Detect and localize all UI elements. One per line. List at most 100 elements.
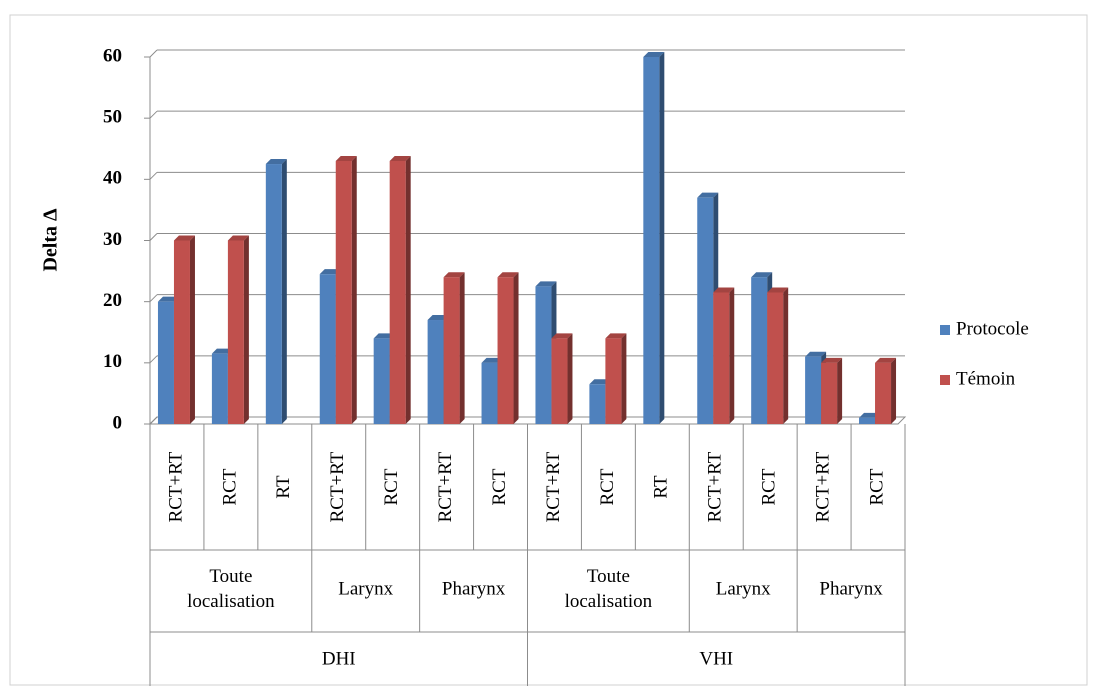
bar-top (227, 235, 249, 241)
bar (605, 338, 622, 424)
bar-top (427, 315, 449, 321)
bar (389, 160, 406, 424)
bar-top (535, 281, 557, 287)
bar-side (351, 155, 357, 424)
bar-side (891, 357, 897, 424)
x-tick-label: RCT+RT (543, 451, 564, 522)
y-tick-label: 60 (103, 45, 122, 66)
bar-side (405, 155, 411, 424)
bar (427, 320, 444, 424)
bar (319, 274, 336, 424)
bar-top (373, 333, 395, 339)
bar-top (173, 235, 195, 241)
x-tick-label: RCT+RT (812, 451, 833, 522)
x-tick-label: RCT+RT (705, 451, 726, 522)
grid-line (149, 294, 158, 303)
x-tick-label: RCT+RT (165, 451, 186, 522)
bar (335, 160, 352, 424)
bar (551, 338, 568, 424)
bar (697, 197, 714, 424)
bar-top (875, 357, 897, 363)
bar-top (319, 269, 341, 275)
bar-side (837, 357, 843, 424)
bar (265, 164, 282, 424)
bar-top (697, 192, 719, 198)
floor (148, 416, 907, 425)
legend-swatch (940, 325, 950, 335)
bar-side (281, 159, 287, 424)
bar-side (729, 287, 735, 424)
bar-side (783, 287, 789, 424)
bar (859, 417, 876, 424)
grid-line (149, 355, 158, 364)
group-label: VHI (699, 648, 733, 669)
bar-top (605, 333, 627, 339)
bar-top (751, 272, 773, 278)
bar (805, 356, 822, 424)
group-label: DHI (322, 648, 356, 669)
bar (157, 301, 174, 424)
x-tick-label: RCT+RT (327, 451, 348, 522)
legend-label: Témoin (956, 368, 1016, 389)
y-tick-label: 40 (103, 168, 122, 189)
chart-frame (9, 14, 1088, 686)
bar-side (659, 52, 665, 424)
bar-side (243, 235, 249, 424)
x-tick-label: RCT (489, 468, 510, 505)
bar (713, 292, 730, 424)
bar-top (211, 348, 233, 354)
y-tick-label: 20 (103, 290, 122, 311)
bar (497, 277, 514, 424)
x-tick-label: RCT (381, 468, 402, 505)
x-tick-label: RT (273, 475, 294, 499)
bar-side (189, 235, 195, 424)
y-tick-label: 30 (103, 229, 122, 250)
bar-top (157, 296, 179, 302)
bar-top (551, 333, 573, 339)
bar (173, 240, 190, 424)
x-tick-label: RCT (759, 468, 780, 505)
bar-top (497, 272, 519, 278)
group-label: Pharynx (819, 578, 883, 599)
bar-top (443, 272, 465, 278)
y-axis-title: Delta Δ (40, 208, 62, 272)
bar (373, 338, 390, 424)
bar (767, 292, 784, 424)
bar (821, 362, 838, 424)
bar-side (621, 333, 627, 424)
x-tick-label: RT (651, 475, 672, 499)
y-tick-label: 0 (113, 412, 123, 433)
bar (227, 240, 244, 424)
bar (481, 362, 498, 424)
grid-line (149, 110, 158, 119)
group-label: Toute localisation (187, 566, 275, 612)
x-tick-label: RCT (219, 468, 240, 505)
bar-top (265, 159, 287, 165)
bar (211, 353, 228, 424)
x-tick-label: RCT (866, 468, 887, 505)
bar-top (713, 287, 735, 293)
bar (535, 286, 552, 424)
x-tick-label: RCT (597, 468, 618, 505)
group-label: Pharynx (442, 578, 506, 599)
bar-top (589, 379, 611, 385)
grid-line (149, 49, 158, 58)
bar-top (805, 351, 827, 357)
grid-line (149, 171, 158, 180)
y-tick-label: 10 (103, 351, 122, 372)
legend-swatch (940, 375, 950, 385)
bar-top (389, 155, 411, 161)
bar-top (481, 357, 503, 363)
x-tick-label: RCT+RT (435, 451, 456, 522)
group-label: Toute localisation (565, 566, 653, 612)
legend-label: Protocole (956, 318, 1029, 339)
grid-line (149, 233, 158, 241)
bar (443, 277, 460, 424)
bar (589, 384, 606, 424)
bar-top (335, 155, 357, 161)
group-label: Larynx (338, 578, 393, 599)
bar-top (767, 287, 789, 293)
bar (751, 277, 768, 424)
bar-side (459, 272, 465, 424)
